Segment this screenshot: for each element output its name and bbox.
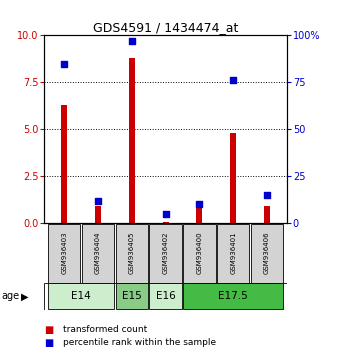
Text: GSM936406: GSM936406 [264, 232, 270, 274]
Text: age: age [2, 291, 20, 301]
Text: E17.5: E17.5 [218, 291, 248, 302]
Text: percentile rank within the sample: percentile rank within the sample [63, 338, 216, 347]
Text: ■: ■ [44, 338, 53, 348]
Point [129, 38, 135, 44]
FancyBboxPatch shape [183, 284, 283, 309]
Point [231, 78, 236, 83]
FancyBboxPatch shape [116, 224, 148, 282]
Bar [61, 105, 67, 223]
FancyBboxPatch shape [82, 224, 114, 282]
Text: E16: E16 [156, 291, 175, 302]
FancyBboxPatch shape [48, 224, 80, 282]
Text: GSM936405: GSM936405 [129, 232, 135, 274]
Text: GSM936402: GSM936402 [163, 232, 169, 274]
FancyBboxPatch shape [217, 224, 249, 282]
Point [163, 211, 168, 217]
FancyBboxPatch shape [149, 224, 182, 282]
FancyBboxPatch shape [48, 284, 114, 309]
Text: GSM936400: GSM936400 [196, 232, 202, 274]
Text: transformed count: transformed count [63, 325, 147, 335]
FancyBboxPatch shape [251, 224, 283, 282]
Bar [230, 133, 236, 223]
Bar [95, 206, 101, 223]
Title: GDS4591 / 1434474_at: GDS4591 / 1434474_at [93, 21, 238, 34]
Point [197, 201, 202, 207]
Text: E15: E15 [122, 291, 142, 302]
Text: ■: ■ [44, 325, 53, 335]
Bar [163, 222, 169, 223]
Point [62, 61, 67, 67]
Text: GSM936404: GSM936404 [95, 232, 101, 274]
Text: ▶: ▶ [21, 291, 29, 301]
Bar [264, 206, 270, 223]
FancyBboxPatch shape [149, 284, 182, 309]
Bar [196, 206, 202, 223]
Bar [129, 58, 135, 223]
Text: E14: E14 [71, 291, 91, 302]
Text: GSM936401: GSM936401 [230, 232, 236, 274]
FancyBboxPatch shape [116, 284, 148, 309]
FancyBboxPatch shape [183, 224, 216, 282]
Point [264, 192, 270, 198]
Point [95, 198, 101, 203]
Text: GSM936403: GSM936403 [61, 232, 67, 274]
